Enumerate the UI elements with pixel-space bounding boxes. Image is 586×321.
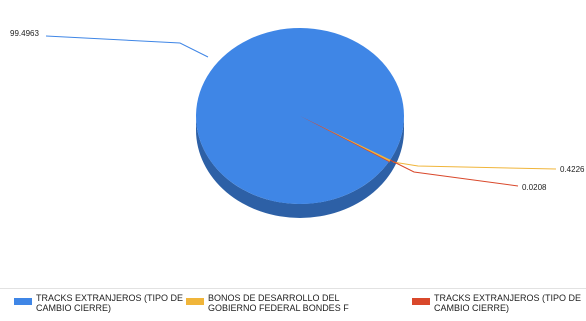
leader-line (392, 161, 557, 170)
legend-swatch (412, 298, 430, 305)
legend-label: TRACKS EXTRANJEROS (TIPO DE CAMBIO CIERR… (434, 293, 582, 313)
pie-slice[interactable] (196, 27, 405, 204)
legend-label: BONOS DE DESARROLLO DEL GOBIERNO FEDERAL… (208, 293, 349, 313)
legend-swatch (186, 298, 204, 305)
data-label: 0.0208 (522, 183, 547, 192)
legend: TRACKS EXTRANJEROS (TIPO DE CAMBIO CIERR… (0, 288, 586, 321)
leader-line (389, 159, 519, 187)
data-labels: 99.4963 0.4226 0.0208 (10, 29, 585, 192)
legend-item[interactable]: TRACKS EXTRANJEROS (TIPO DE CAMBIO CIERR… (412, 293, 584, 313)
legend-label: TRACKS EXTRANJEROS (TIPO DE CAMBIO CIERR… (36, 293, 184, 313)
pie-group (196, 27, 405, 218)
data-label: 99.4963 (10, 29, 39, 38)
data-label: 0.4226 (560, 165, 585, 174)
legend-item[interactable]: BONOS DE DESARROLLO DEL GOBIERNO FEDERAL… (186, 293, 358, 313)
legend-item[interactable]: TRACKS EXTRANJEROS (TIPO DE CAMBIO CIERR… (14, 293, 186, 313)
legend-swatch (14, 298, 32, 305)
pie-side (196, 116, 404, 218)
leader-line (45, 35, 209, 58)
pie-slice[interactable] (299, 115, 390, 163)
